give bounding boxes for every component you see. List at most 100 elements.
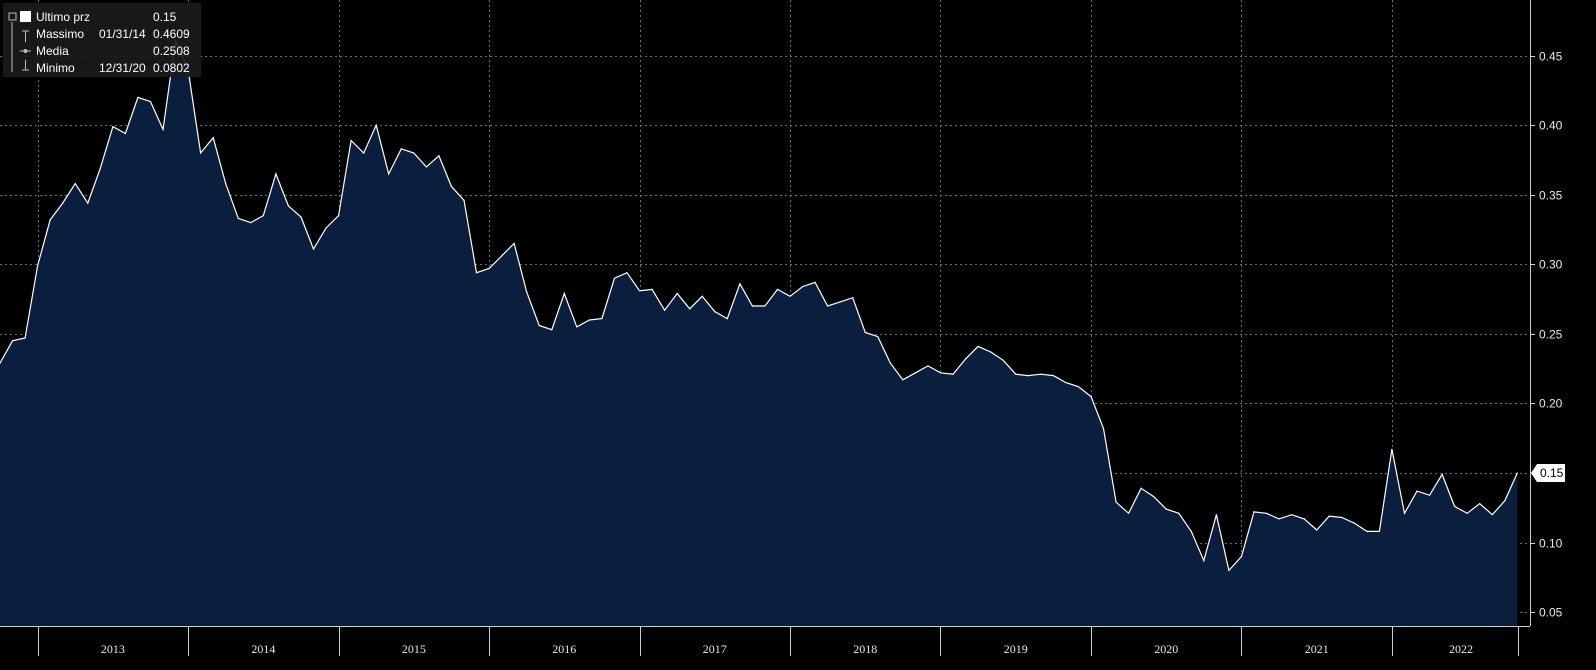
data-point xyxy=(1328,515,1330,517)
data-point xyxy=(902,379,904,381)
data-point xyxy=(977,345,979,347)
x-tick-label: 2018 xyxy=(853,642,877,656)
data-point xyxy=(262,215,264,217)
data-point xyxy=(1203,560,1205,562)
x-tick-label: 2019 xyxy=(1004,642,1028,656)
data-point xyxy=(952,373,954,375)
x-tick-label: 2022 xyxy=(1449,642,1473,656)
data-point xyxy=(689,308,691,310)
legend-label-average: Media xyxy=(36,44,69,58)
data-point xyxy=(965,358,967,360)
data-point xyxy=(438,155,440,157)
data-point xyxy=(99,167,101,169)
data-point xyxy=(1265,512,1268,514)
data-point xyxy=(488,267,490,270)
data-point xyxy=(1378,530,1380,533)
legend-value-low: 0.0802 xyxy=(153,61,190,75)
data-point xyxy=(250,222,252,224)
data-point xyxy=(1504,500,1506,502)
y-tick-label: 0.25 xyxy=(1539,328,1563,342)
data-point xyxy=(1253,511,1255,513)
data-point xyxy=(1065,382,1067,384)
legend-label-high: Massimo xyxy=(36,27,84,41)
data-point xyxy=(651,288,653,290)
y-tick-label: 0.45 xyxy=(1539,50,1563,64)
data-point xyxy=(814,281,816,283)
data-point xyxy=(1278,518,1280,520)
data-point xyxy=(501,255,503,257)
data-point xyxy=(400,148,402,150)
legend-item-high: Massimo 01/31/14 0.4609 xyxy=(11,22,190,42)
last-value-badge-shape xyxy=(1531,463,1565,482)
data-point xyxy=(350,139,352,142)
data-point xyxy=(513,242,515,244)
data-point xyxy=(1491,514,1493,516)
legend-item-low: Minimo 12/31/20 0.0802 xyxy=(11,58,190,75)
data-point xyxy=(664,309,666,311)
average-dot-icon xyxy=(23,49,28,53)
x-tick-label: 2014 xyxy=(251,642,275,656)
data-point xyxy=(475,272,478,274)
last-price-swatch-icon xyxy=(20,11,31,22)
legend-value-average: 0.2508 xyxy=(153,44,190,58)
data-point xyxy=(287,205,289,207)
data-point xyxy=(802,286,804,288)
data-point xyxy=(827,305,829,307)
data-point xyxy=(1516,472,1518,474)
legend-date-high: 01/31/14 xyxy=(99,27,146,41)
data-point xyxy=(413,152,415,154)
data-point xyxy=(1190,530,1192,533)
data-point xyxy=(112,126,114,128)
data-point xyxy=(1403,512,1406,514)
data-point xyxy=(363,152,365,154)
data-point xyxy=(914,372,917,374)
y-tick-label: 0.20 xyxy=(1539,397,1563,411)
data-point xyxy=(37,265,39,267)
data-point xyxy=(1303,518,1305,520)
data-point xyxy=(0,362,1,364)
x-tick-label: 2015 xyxy=(402,642,426,656)
data-point xyxy=(1441,473,1443,475)
y-tick-label: 0.05 xyxy=(1539,606,1563,620)
data-point xyxy=(1165,508,1167,510)
data-point xyxy=(1316,529,1318,531)
data-point xyxy=(24,337,26,339)
data-point xyxy=(1466,512,1468,514)
data-point xyxy=(526,291,528,293)
data-point xyxy=(701,295,703,297)
last-value-badge: 0.15 xyxy=(1531,463,1565,482)
data-point xyxy=(927,365,929,367)
data-point xyxy=(312,248,315,250)
data-point xyxy=(1002,359,1004,361)
legend-label-last-price: Ultimo prz xyxy=(36,10,90,24)
data-point xyxy=(839,301,841,303)
data-point xyxy=(62,202,64,204)
data-point xyxy=(137,96,139,98)
data-point xyxy=(338,215,340,217)
data-point xyxy=(87,202,89,204)
data-point xyxy=(776,288,779,290)
data-point xyxy=(1077,386,1079,388)
data-point xyxy=(889,362,891,364)
data-point xyxy=(1391,448,1393,450)
collapse-icon[interactable] xyxy=(8,12,17,21)
area-fill xyxy=(0,40,1518,627)
data-point xyxy=(714,311,716,313)
data-point xyxy=(1366,530,1368,533)
data-point xyxy=(275,173,277,175)
data-point xyxy=(1015,373,1017,375)
data-point xyxy=(450,185,452,187)
data-point xyxy=(726,318,728,320)
x-tick-label: 2020 xyxy=(1154,642,1178,656)
data-point xyxy=(764,305,766,307)
data-point xyxy=(1215,514,1217,516)
data-point xyxy=(626,272,628,274)
data-point xyxy=(676,292,678,295)
data-point xyxy=(1353,522,1355,524)
data-point xyxy=(149,101,152,103)
data-point xyxy=(1040,373,1042,375)
data-point xyxy=(74,183,76,185)
data-point xyxy=(425,166,427,168)
y-tick-label: 0.40 xyxy=(1539,119,1563,133)
legend-date-low: 12/31/20 xyxy=(99,61,146,75)
